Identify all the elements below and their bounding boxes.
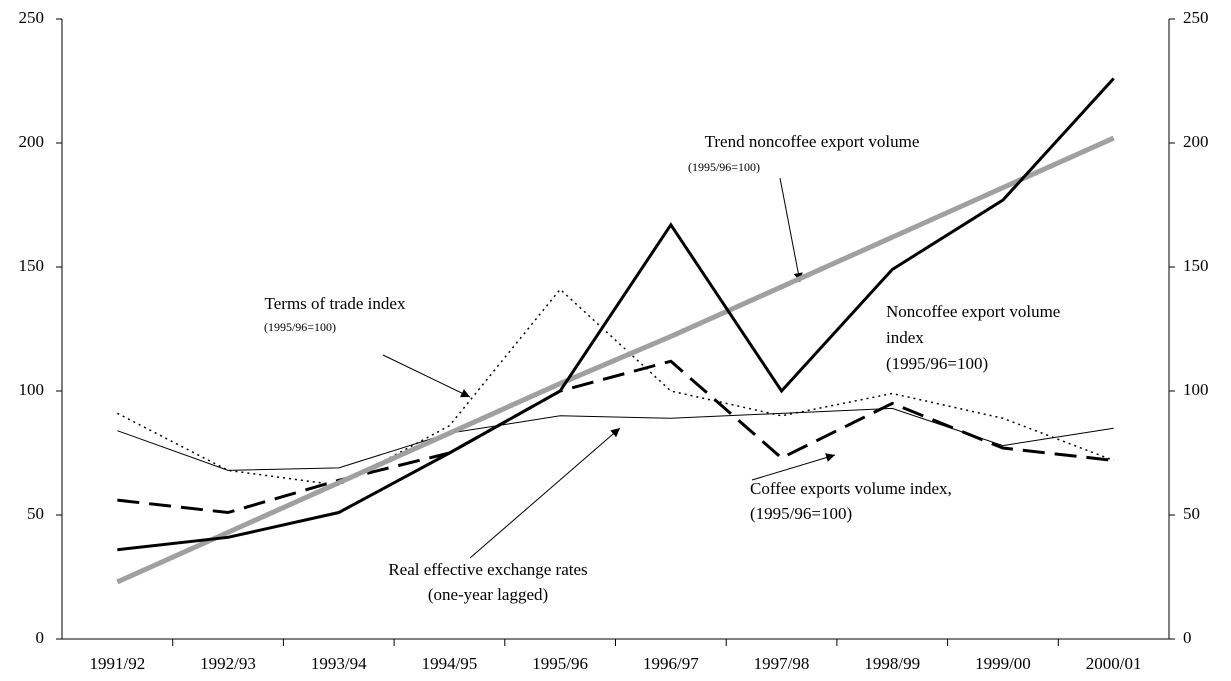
arrow <box>751 453 836 481</box>
arrow <box>779 177 803 283</box>
x-tick-label: 1997/98 <box>754 654 810 673</box>
y-tick-label: 250 <box>19 8 45 27</box>
annotation: Trend noncoffee export volume <box>705 132 920 151</box>
annotation: (1995/96=100) <box>688 160 760 174</box>
x-tick-label: 1992/93 <box>200 654 256 673</box>
y-tick-label: 0 <box>36 628 45 647</box>
x-tick-label: 1994/95 <box>422 654 478 673</box>
y2-tick-label: 50 <box>1183 504 1200 523</box>
x-tick-label: 1998/99 <box>864 654 920 673</box>
series-line <box>117 288 1114 487</box>
series-line <box>117 77 1115 552</box>
annotation: (one-year lagged) <box>428 585 548 604</box>
y-tick-label: 100 <box>19 380 45 399</box>
y2-tick-label: 200 <box>1183 132 1209 151</box>
annotation: (1995/96=100) <box>750 504 852 523</box>
y2-tick-label: 100 <box>1183 380 1209 399</box>
x-tick-label: 1993/94 <box>311 654 367 673</box>
annotation: Coffee exports volume index, <box>750 479 952 498</box>
y-tick-label: 200 <box>19 132 45 151</box>
series-line <box>117 407 1114 471</box>
annotation: index <box>886 328 924 347</box>
annotation: (1995/96=100) <box>264 320 336 334</box>
x-tick-label: 1995/96 <box>532 654 588 673</box>
annotation-arrows <box>382 177 836 559</box>
series-line <box>116 135 1115 585</box>
arrow <box>469 427 621 559</box>
y2-tick-label: 250 <box>1183 8 1209 27</box>
y-tick-label: 50 <box>27 504 44 523</box>
annotation: Terms of trade index <box>265 294 406 313</box>
x-tick-label: 2000/01 <box>1086 654 1142 673</box>
y2-tick-label: 0 <box>1183 628 1192 647</box>
y2-tick-label: 150 <box>1183 256 1209 275</box>
x-tick-label: 1996/97 <box>643 654 699 673</box>
x-tick-label: 1999/00 <box>975 654 1031 673</box>
series-line <box>117 359 1114 515</box>
y-tick-label: 150 <box>19 256 45 275</box>
annotation: Noncoffee export volume <box>886 302 1060 321</box>
annotation: (1995/96=100) <box>886 354 988 373</box>
annotation: Real effective exchange rates <box>388 560 587 579</box>
x-tick-label: 1991/92 <box>89 654 145 673</box>
arrow <box>382 354 471 398</box>
